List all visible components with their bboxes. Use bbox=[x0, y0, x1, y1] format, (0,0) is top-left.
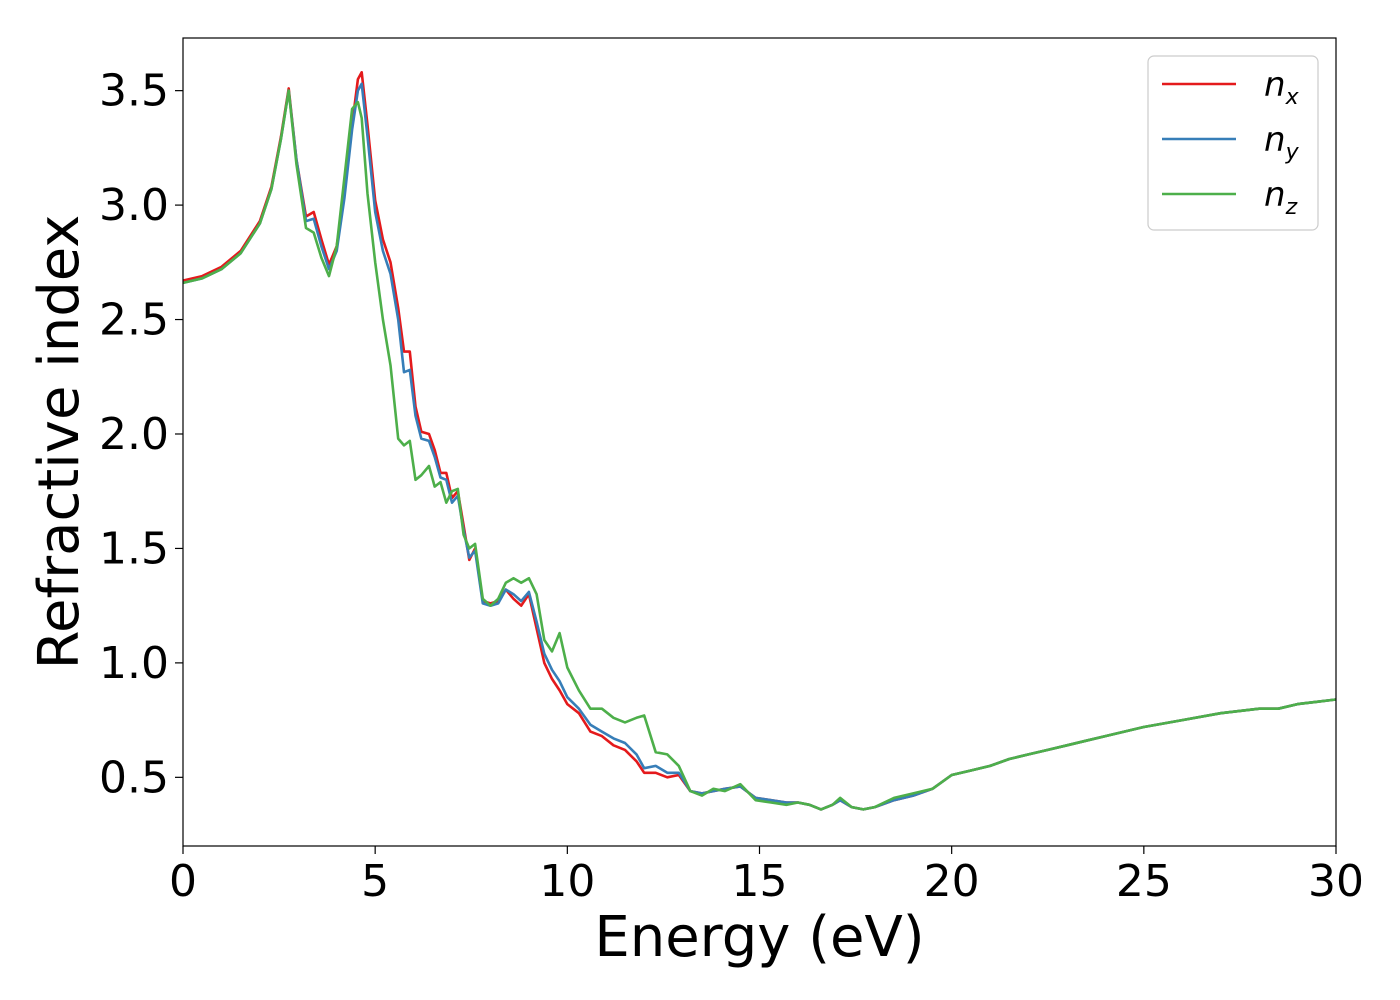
x-tick-label: 30 bbox=[1308, 856, 1364, 907]
y-tick-label: 1.0 bbox=[99, 638, 169, 689]
y-axis-label: Refractive index bbox=[27, 215, 92, 670]
x-axis-ticks: 0 5 10 15 20 25 30 bbox=[169, 846, 1364, 907]
x-tick-label: 25 bbox=[1116, 856, 1172, 907]
y-tick-label: 3.0 bbox=[99, 180, 169, 231]
y-tick-label: 0.5 bbox=[99, 752, 169, 803]
y-tick-label: 1.5 bbox=[99, 523, 169, 574]
x-tick-label: 0 bbox=[169, 856, 197, 907]
legend: nx ny nz bbox=[1147, 55, 1319, 231]
legend-label-ny: ny bbox=[1264, 120, 1300, 165]
series-line-nz bbox=[183, 89, 1336, 811]
x-tick-label: 20 bbox=[924, 856, 980, 907]
series-layer bbox=[183, 71, 1336, 811]
x-axis-label: Energy (eV) bbox=[594, 905, 924, 970]
legend-label-nz: nz bbox=[1264, 175, 1298, 220]
legend-box bbox=[1147, 55, 1319, 231]
y-tick-label: 2.5 bbox=[99, 295, 169, 346]
x-tick-label: 10 bbox=[539, 856, 595, 907]
legend-label-nx: nx bbox=[1264, 65, 1300, 110]
y-axis-ticks: 0.5 1.0 1.5 2.0 2.5 3.0 3.5 bbox=[99, 66, 183, 803]
y-tick-label: 2.0 bbox=[99, 409, 169, 460]
y-tick-label: 3.5 bbox=[99, 66, 169, 117]
x-tick-label: 5 bbox=[361, 856, 389, 907]
x-tick-label: 15 bbox=[732, 856, 788, 907]
